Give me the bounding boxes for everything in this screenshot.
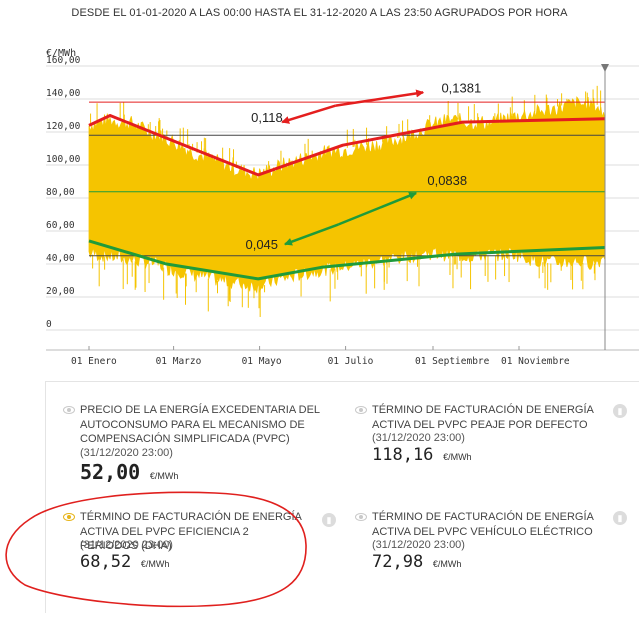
chart-stats-icon[interactable]: ▮ bbox=[613, 511, 627, 525]
y-tick-label: 140,00 bbox=[46, 88, 81, 99]
range-scroll-handle[interactable] bbox=[601, 64, 609, 350]
y-tick-label: 80,00 bbox=[46, 187, 75, 198]
eye-icon[interactable] bbox=[355, 406, 367, 414]
chart-stats-icon[interactable]: ▮ bbox=[322, 513, 336, 527]
price-chart: €/MWh 0 20,00 40,00 60,00 80,00 100,00 120,00 1… bbox=[46, 48, 639, 367]
eye-icon[interactable] bbox=[63, 513, 75, 521]
indicator-value: 68,52 €/MWh bbox=[80, 552, 170, 572]
red-arrow bbox=[281, 104, 337, 124]
indicator-date: (31/12/2020 23:00) bbox=[80, 539, 173, 551]
indicator-value: 118,16 €/MWh bbox=[372, 445, 472, 465]
y-tick-label: 100,00 bbox=[46, 154, 81, 165]
chart-title: DESDE EL 01-01-2020 A LAS 00:00 HASTA EL… bbox=[71, 7, 568, 19]
x-tick-label: 01 Mayo bbox=[242, 356, 282, 367]
indicator-date: (31/12/2020 23:00) bbox=[372, 432, 465, 444]
y-tick-label: 20,00 bbox=[46, 286, 75, 297]
x-tick-label: 01 Julio bbox=[328, 356, 374, 367]
y-tick-label: 0 bbox=[46, 319, 52, 330]
annotation-label: 0,045 bbox=[245, 237, 278, 252]
y-tick-label: 40,00 bbox=[46, 253, 75, 264]
y-axis-label: €/MWh bbox=[46, 48, 76, 59]
red-series-line bbox=[88, 114, 606, 177]
indicator-card-peaje-defecto[interactable]: TÉRMINO DE FACTURACIÓN DE ENERGÍA ACTIVA… bbox=[355, 403, 627, 465]
eye-icon[interactable] bbox=[355, 513, 367, 521]
x-tick-label: 01 Septiembre bbox=[415, 356, 490, 367]
indicator-name: TÉRMINO DE FACTURACIÓN DE ENERGÍA ACTIVA… bbox=[372, 511, 594, 538]
indicator-date: (31/12/2020 23:00) bbox=[80, 446, 173, 459]
indicator-value: 72,98 €/MWh bbox=[372, 552, 462, 572]
y-tick-label: 160,00 bbox=[46, 55, 81, 66]
x-tick-label: 01 Noviembre bbox=[501, 356, 570, 367]
chart-stats-icon[interactable]: ▮ bbox=[613, 404, 627, 418]
triangle-handle-icon[interactable] bbox=[601, 64, 609, 72]
indicator-name: TÉRMINO DE FACTURACIÓN DE ENERGÍA ACTIVA… bbox=[372, 404, 594, 431]
x-tick-label: 01 Enero bbox=[71, 356, 117, 367]
y-tick-label: 120,00 bbox=[46, 121, 81, 132]
x-tick-label: 01 Marzo bbox=[156, 356, 202, 367]
indicator-date: (31/12/2020 23:00) bbox=[372, 539, 465, 551]
indicator-card-excedentaria[interactable]: PRECIO DE LA ENERGÍA EXCEDENTARIA DEL AU… bbox=[63, 403, 325, 484]
indicator-name: PRECIO DE LA ENERGÍA EXCEDENTARIA DEL AU… bbox=[80, 404, 320, 445]
indicator-value: 52,00 €/MWh bbox=[80, 459, 179, 484]
green-arrow bbox=[284, 223, 339, 246]
y-tick-label: 60,00 bbox=[46, 220, 75, 231]
green-series-line bbox=[88, 239, 606, 281]
red-arrow bbox=[335, 89, 425, 107]
eye-icon[interactable] bbox=[63, 406, 75, 414]
annotation-label: 0,1381 bbox=[441, 80, 481, 95]
annotation-label: 0,0838 bbox=[427, 173, 467, 188]
green-arrow bbox=[338, 191, 418, 226]
indicator-card-vehiculo-electrico[interactable]: TÉRMINO DE FACTURACIÓN DE ENERGÍA ACTIVA… bbox=[355, 510, 627, 572]
annotation-label: 0,118 bbox=[251, 110, 283, 125]
indicator-card-eficiencia-dha[interactable]: TÉRMINO DE FACTURACIÓN DE ENERGÍA ACTIVA… bbox=[63, 510, 336, 572]
